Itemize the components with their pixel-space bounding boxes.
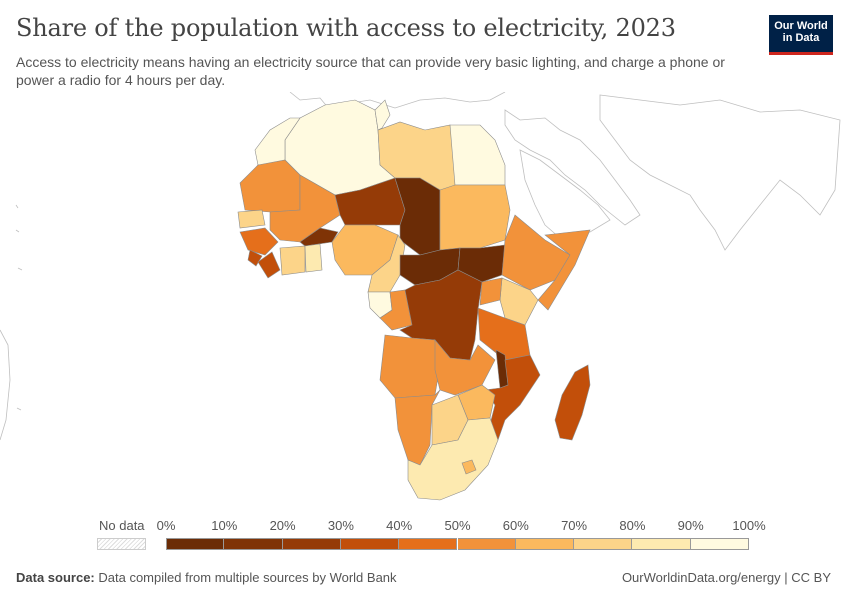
no-data-swatch xyxy=(97,538,146,550)
legend-bin[interactable] xyxy=(690,538,749,550)
legend-bin[interactable] xyxy=(399,538,458,550)
logo-line-1: Our World xyxy=(774,20,828,32)
logo-line-2: in Data xyxy=(782,32,820,44)
country-drc xyxy=(399,269,483,361)
country-lesotho xyxy=(461,459,477,475)
outline-regions xyxy=(0,92,841,441)
country-somalia xyxy=(537,229,591,311)
country-south-africa xyxy=(407,417,499,501)
legend-bin[interactable] xyxy=(166,538,225,550)
africa-choropleth-map xyxy=(0,92,841,501)
legend-tick: 20% xyxy=(269,518,296,533)
legend-bin[interactable] xyxy=(515,538,575,550)
legend-tick: 30% xyxy=(327,518,354,533)
owid-logo[interactable]: Our World in Data xyxy=(769,15,833,55)
country-liberia xyxy=(257,251,281,279)
country-guinea xyxy=(239,227,279,256)
legend-tick: 90% xyxy=(677,518,704,533)
legend-bin[interactable] xyxy=(457,538,516,550)
data-source-label: Data source: xyxy=(16,570,95,585)
country-egypt xyxy=(449,124,506,186)
legend-tick: 50% xyxy=(444,518,471,533)
arabia-outline xyxy=(519,149,611,239)
legend-tick: 10% xyxy=(211,518,238,533)
country-mauritania xyxy=(239,159,301,213)
country-cote-divoire xyxy=(279,245,306,276)
legend-bin[interactable] xyxy=(632,538,691,550)
legend-bin[interactable] xyxy=(574,538,633,550)
south-america-outline xyxy=(0,329,11,441)
country-mali xyxy=(269,174,341,243)
legend-tick: 100% xyxy=(732,518,766,533)
legend-bin[interactable] xyxy=(282,538,341,550)
legend-tick: 60% xyxy=(502,518,529,533)
no-data-label: No data xyxy=(99,518,145,533)
atlantic-islands-outline xyxy=(15,204,23,411)
footer-link[interactable]: OurWorldinData.org/energy | CC BY xyxy=(621,570,831,585)
country-tunisia xyxy=(374,99,391,131)
chart-title: Share of the population with access to e… xyxy=(16,14,676,42)
country-angola xyxy=(379,334,441,399)
country-namibia xyxy=(394,389,441,466)
country-burkina-faso xyxy=(299,227,339,247)
legend-tick: 0% xyxy=(156,518,176,533)
legend-tick: 70% xyxy=(561,518,588,533)
country-ghana xyxy=(304,243,323,273)
data-source-text: Data compiled from multiple sources by W… xyxy=(98,570,397,585)
legend-tick: 80% xyxy=(619,518,646,533)
legend-bin[interactable] xyxy=(224,538,283,550)
data-source: Data source: Data compiled from multiple… xyxy=(16,570,397,585)
country-sierra-leone xyxy=(247,249,263,267)
map-legend: No data 0% 10% 20% 30% 40% 50% 60% 70% 80% 90% 100… xyxy=(0,510,850,560)
africa-countries xyxy=(237,99,591,501)
asia-outline xyxy=(599,94,841,251)
country-zambia xyxy=(434,339,496,396)
country-uganda xyxy=(479,277,503,306)
legend-bin[interactable] xyxy=(340,538,400,550)
legend-tick: 40% xyxy=(386,518,413,533)
country-sudan xyxy=(439,184,511,251)
country-senegal xyxy=(237,209,266,229)
country-madagascar xyxy=(554,364,591,441)
chart-subtitle: Access to electricity means having an el… xyxy=(16,54,725,88)
middle-east-outline xyxy=(504,109,641,226)
